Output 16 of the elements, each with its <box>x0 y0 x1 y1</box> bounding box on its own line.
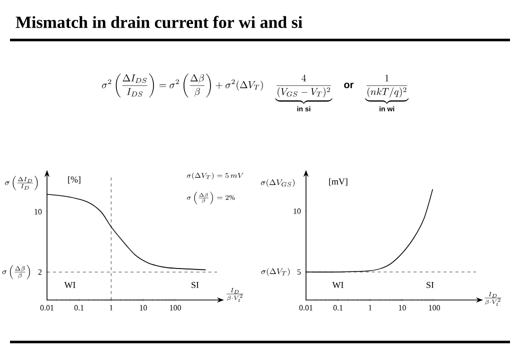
y-axis-title: $\sigma\left(\frac{\Delta I_D}{I_D}\right)$ <box>5 176 38 190</box>
chart-title: Mismatch in drain current for wi and si <box>16 16 302 28</box>
x-axis-title: $\frac{I_D}{\beta\cdot V_t^2}$ <box>484 292 502 306</box>
annotation: SI <box>192 282 199 288</box>
annotation: [mV] <box>329 178 348 186</box>
annotation: $\sigma(\Delta V_T) = 5\,mV$ <box>186 172 244 180</box>
annotation: [%] <box>68 176 80 184</box>
annotation: WI <box>332 282 344 288</box>
ref-line-label: $\sigma(\Delta V_T)$ <box>261 268 290 276</box>
y-axis-title: $\sigma(\Delta V_{GS})$ <box>260 179 295 187</box>
annotation: WI <box>64 282 76 288</box>
text: $\sigma^2\left(\frac{\Delta I_{DS}}{I_{DS}}\right) = \sigma^2\left(\frac{\Delta\beta}{\beta}\right) + \sigma^2(\Delta V_T)\quad\underbrace{\frac{4}{(V_{GS}-V_T)^2}}_{\textbf{in si}}\quad\textbf{or}\quad\underbrace{\frac{1}{(nkT/q)^2}}_{\textbf{in wi}}$ <box>102 74 409 112</box>
ref-line-label: $\sigma\left(\frac{\Delta\beta}{\beta}\right)$ <box>2 264 30 280</box>
annotation: SI <box>426 282 434 288</box>
x-axis-title: $\frac{I_D}{\beta\cdot V_t^2}$ <box>226 288 244 302</box>
annotation: $\sigma\left(\frac{\Delta\beta}{\beta}\right) = 2\%$ <box>186 192 235 204</box>
